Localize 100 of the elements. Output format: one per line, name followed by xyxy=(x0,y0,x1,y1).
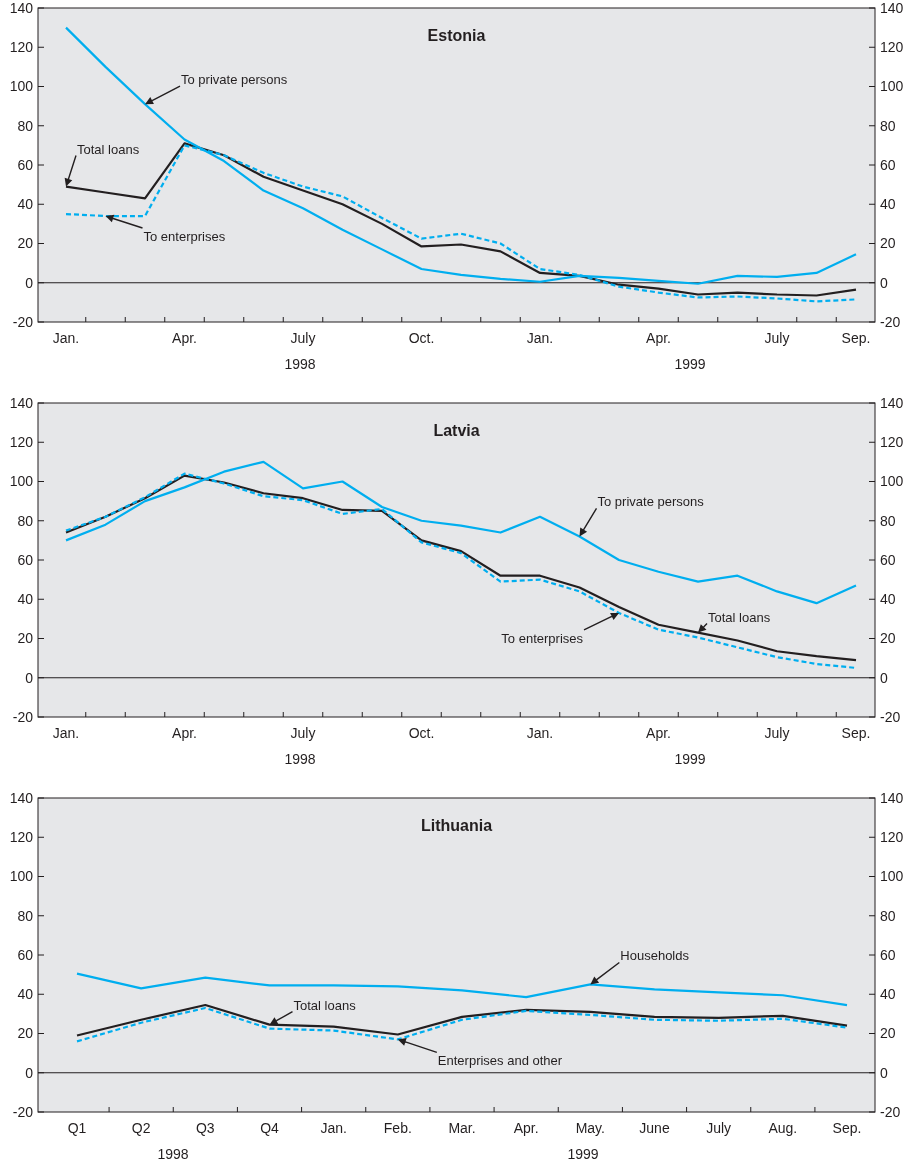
x-tick-label: July xyxy=(706,1120,732,1136)
x-tick-label: Jan. xyxy=(52,330,80,346)
y-tick-label: 140 xyxy=(9,0,34,16)
x-tick-label: Jan. xyxy=(526,725,554,741)
x-tick-label: Q1 xyxy=(67,1120,87,1136)
x-tick-label: Apr. xyxy=(513,1120,539,1136)
x-tick-label: Mar. xyxy=(448,1120,476,1136)
y-tick-label: 140 xyxy=(9,789,34,806)
text: Latvia xyxy=(433,422,480,439)
x-tick-label: Feb. xyxy=(383,1120,412,1136)
y-tick-label: -20 xyxy=(12,313,34,330)
y2-tick-label: 60 xyxy=(880,551,896,568)
y-tick-label: 60 xyxy=(17,156,34,173)
y-tick-label: 120 xyxy=(9,39,34,56)
text: Lithuania xyxy=(420,817,493,834)
text: Total loans xyxy=(77,141,140,157)
y2-tick-label: 140 xyxy=(880,0,904,16)
series-label: Households xyxy=(620,948,690,964)
x-tick-label: Oct. xyxy=(408,330,435,346)
x-tick-label: Apr. xyxy=(172,330,197,346)
y2-tick-label: 80 xyxy=(880,117,896,134)
x-tick-label: Apr. xyxy=(172,725,197,741)
y2-tick-label: 80 xyxy=(880,907,896,924)
y-tick-label: 120 xyxy=(9,829,34,846)
x-tick-label: July xyxy=(290,725,316,741)
y2-tick-label: 100 xyxy=(880,78,904,95)
y2-tick-label: 100 xyxy=(880,868,904,885)
y2-tick-label: 20 xyxy=(880,1025,896,1042)
y-tick-label: 40 xyxy=(17,591,34,608)
y2-tick-label: 80 xyxy=(880,512,896,529)
y2-tick-label: 120 xyxy=(880,434,904,451)
y2-tick-label: -20 xyxy=(880,313,901,330)
y2-tick-label: 100 xyxy=(880,473,904,490)
y-tick-label: 100 xyxy=(9,473,34,490)
text: 1998 xyxy=(284,751,316,767)
y-tick-label: 100 xyxy=(9,868,34,885)
series-label: Total loans xyxy=(708,609,771,625)
y-tick-label: 0 xyxy=(25,274,34,291)
y-tick-label: 80 xyxy=(17,907,34,924)
x-tick-label: Sep. xyxy=(841,330,871,346)
y2-tick-label: 40 xyxy=(880,986,896,1003)
y-tick-label: 100 xyxy=(9,78,34,95)
text: 1999 xyxy=(674,751,706,767)
y2-tick-label: 20 xyxy=(880,235,896,252)
x-tick-label: Jan. xyxy=(320,1120,347,1136)
x-tick-label: July xyxy=(764,330,790,346)
x-tick-label: Q2 xyxy=(131,1120,151,1136)
series-label: Total loans xyxy=(293,997,357,1013)
y-tick-label: 20 xyxy=(17,630,34,647)
x-tick-label: Apr. xyxy=(646,725,671,741)
y-tick-label: 0 xyxy=(25,1064,34,1081)
x-tick-label: July xyxy=(290,330,316,346)
y2-tick-label: -20 xyxy=(880,1103,901,1120)
text: 1999 xyxy=(674,356,706,372)
x-tick-label: Sep. xyxy=(832,1120,862,1136)
y-tick-label: 20 xyxy=(17,1025,34,1042)
text: 1998 xyxy=(284,356,316,372)
y2-tick-label: 0 xyxy=(880,1064,888,1081)
y2-tick-label: 40 xyxy=(880,591,896,608)
y-tick-label: 80 xyxy=(17,117,34,134)
y-tick-label: -20 xyxy=(12,1103,34,1120)
y-tick-label: 60 xyxy=(17,946,34,963)
y2-tick-label: 20 xyxy=(880,630,896,647)
text: 1999 xyxy=(567,1146,599,1162)
y-tick-label: 40 xyxy=(17,196,34,213)
x-tick-label: July xyxy=(764,725,790,741)
text: 1998 xyxy=(157,1146,189,1162)
x-tick-label: Apr. xyxy=(646,330,671,346)
x-tick-label: June xyxy=(639,1120,670,1136)
x-tick-label: Jan. xyxy=(52,725,80,741)
series-label: Enterprises and other xyxy=(437,1053,563,1069)
x-tick-label: Sep. xyxy=(841,725,871,741)
y2-tick-label: 120 xyxy=(880,39,904,56)
y2-tick-label: 0 xyxy=(880,669,888,686)
x-tick-label: Q3 xyxy=(195,1120,215,1136)
y-tick-label: 20 xyxy=(17,235,34,252)
series-label: To enterprises xyxy=(143,229,226,245)
x-tick-label: Q4 xyxy=(260,1120,280,1136)
y-tick-label: 40 xyxy=(17,986,34,1003)
text: To private persons xyxy=(181,72,288,88)
y-tick-label: 0 xyxy=(25,669,34,686)
x-tick-label: Jan. xyxy=(526,330,554,346)
y-tick-label: 120 xyxy=(9,434,34,451)
y2-tick-label: 40 xyxy=(880,196,896,213)
y2-tick-label: 120 xyxy=(880,829,904,846)
y-tick-label: -20 xyxy=(12,708,34,725)
y2-tick-label: 60 xyxy=(880,156,896,173)
y2-tick-label: 60 xyxy=(880,946,896,963)
y2-tick-label: 0 xyxy=(880,274,888,291)
x-tick-label: May. xyxy=(575,1120,605,1136)
text: To enterprises xyxy=(501,630,584,646)
y-tick-label: 60 xyxy=(17,551,34,568)
y2-tick-label: 140 xyxy=(880,789,904,806)
y2-tick-label: -20 xyxy=(880,708,901,725)
text: Estonia xyxy=(427,27,486,44)
y-tick-label: 140 xyxy=(9,394,34,411)
x-tick-label: Aug. xyxy=(768,1120,798,1136)
text: To private persons xyxy=(597,494,705,510)
y2-tick-label: 140 xyxy=(880,394,904,411)
y-tick-label: 80 xyxy=(17,512,34,529)
